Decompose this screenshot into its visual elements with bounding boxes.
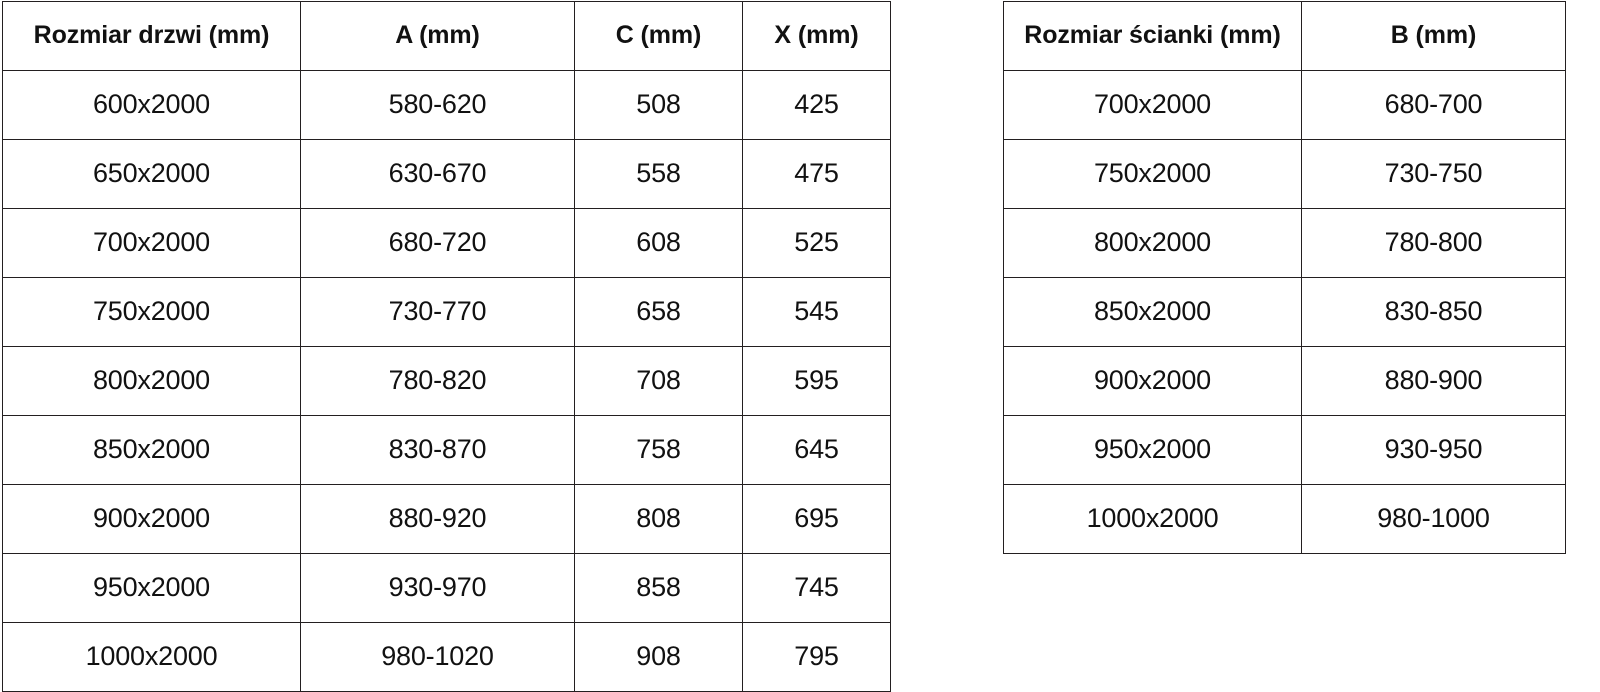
cell-x: 645 [742,415,891,485]
cell-c: 858 [574,553,743,623]
cell-x: 795 [742,622,891,692]
cell-door-size: 900x2000 [2,484,301,554]
table-row: 750x2000 730-770 658 545 [2,277,891,347]
cell-c: 708 [574,346,743,416]
cell-a: 830-870 [300,415,575,485]
cell-door-size: 800x2000 [2,346,301,416]
cell-wall-size: 800x2000 [1003,208,1302,278]
table-row: 950x2000 930-970 858 745 [2,553,891,623]
cell-x: 475 [742,139,891,209]
table-row: 650x2000 630-670 558 475 [2,139,891,209]
cell-a: 630-670 [300,139,575,209]
cell-a: 880-920 [300,484,575,554]
table-header-row: Rozmiar drzwi (mm) A (mm) C (mm) X (mm) [2,1,891,71]
table-row: 700x2000 680-700 [1003,70,1566,140]
cell-c: 808 [574,484,743,554]
cell-door-size: 950x2000 [2,553,301,623]
column-header-a: A (mm) [300,1,575,71]
table-row: 850x2000 830-850 [1003,277,1566,347]
table-row: 750x2000 730-750 [1003,139,1566,209]
cell-wall-size: 950x2000 [1003,415,1302,485]
table-row: 850x2000 830-870 758 645 [2,415,891,485]
table-header-row: Rozmiar ścianki (mm) B (mm) [1003,1,1566,71]
cell-c: 558 [574,139,743,209]
cell-door-size: 750x2000 [2,277,301,347]
cell-c: 508 [574,70,743,140]
cell-c: 908 [574,622,743,692]
column-header-b: B (mm) [1301,1,1566,71]
cell-b: 980-1000 [1301,484,1566,554]
column-header-x: X (mm) [742,1,891,71]
door-table-body: 600x2000 580-620 508 425 650x2000 630-67… [2,70,891,692]
cell-b: 830-850 [1301,277,1566,347]
cell-a: 730-770 [300,277,575,347]
cell-door-size: 850x2000 [2,415,301,485]
cell-wall-size: 750x2000 [1003,139,1302,209]
cell-wall-size: 700x2000 [1003,70,1302,140]
table-row: 800x2000 780-800 [1003,208,1566,278]
table-row: 1000x2000 980-1000 [1003,484,1566,554]
cell-x: 695 [742,484,891,554]
table-row: 1000x2000 980-1020 908 795 [2,622,891,692]
cell-x: 595 [742,346,891,416]
column-header-c: C (mm) [574,1,743,71]
cell-door-size: 650x2000 [2,139,301,209]
column-header-wall-size: Rozmiar ścianki (mm) [1003,1,1302,71]
cell-b: 930-950 [1301,415,1566,485]
table-row: 900x2000 880-920 808 695 [2,484,891,554]
cell-door-size: 700x2000 [2,208,301,278]
cell-a: 580-620 [300,70,575,140]
wall-table-body: 700x2000 680-700 750x2000 730-750 800x20… [1003,70,1566,554]
cell-b: 730-750 [1301,139,1566,209]
table-row: 800x2000 780-820 708 595 [2,346,891,416]
cell-a: 980-1020 [300,622,575,692]
cell-c: 758 [574,415,743,485]
table-row: 600x2000 580-620 508 425 [2,70,891,140]
column-header-door-size: Rozmiar drzwi (mm) [2,1,301,71]
door-table-header: Rozmiar drzwi (mm) A (mm) C (mm) X (mm) [2,1,891,71]
cell-a: 780-820 [300,346,575,416]
cell-a: 680-720 [300,208,575,278]
table-row: 950x2000 930-950 [1003,415,1566,485]
cell-b: 680-700 [1301,70,1566,140]
cell-x: 425 [742,70,891,140]
table-row: 700x2000 680-720 608 525 [2,208,891,278]
wall-table-header: Rozmiar ścianki (mm) B (mm) [1003,1,1566,71]
cell-a: 930-970 [300,553,575,623]
cell-b: 780-800 [1301,208,1566,278]
cell-c: 608 [574,208,743,278]
cell-wall-size: 900x2000 [1003,346,1302,416]
cell-c: 658 [574,277,743,347]
wall-panel-size-table: Rozmiar ścianki (mm) B (mm) 700x2000 680… [1003,1,1566,554]
cell-x: 745 [742,553,891,623]
cell-wall-size: 1000x2000 [1003,484,1302,554]
cell-b: 880-900 [1301,346,1566,416]
cell-door-size: 600x2000 [2,70,301,140]
cell-door-size: 1000x2000 [2,622,301,692]
cell-wall-size: 850x2000 [1003,277,1302,347]
table-row: 900x2000 880-900 [1003,346,1566,416]
cell-x: 545 [742,277,891,347]
door-size-table: Rozmiar drzwi (mm) A (mm) C (mm) X (mm) … [2,1,891,692]
cell-x: 525 [742,208,891,278]
